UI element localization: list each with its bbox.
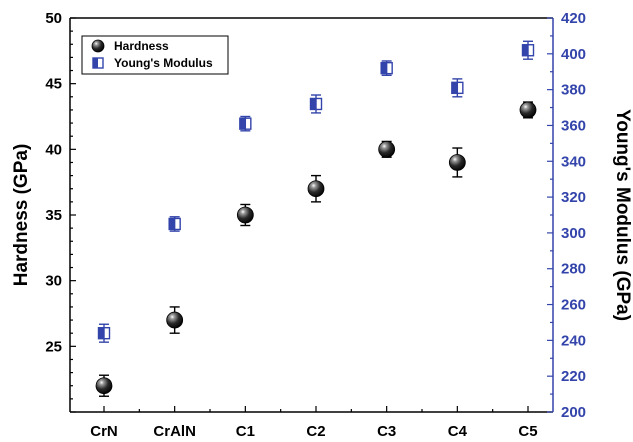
left-tick-label: 35 (45, 207, 62, 224)
legend-box (81, 35, 229, 75)
modulus-point (168, 217, 181, 231)
modulus-point (380, 61, 393, 75)
hardness-point (378, 140, 396, 158)
modulus-point (521, 44, 535, 57)
modulus-point (239, 117, 252, 130)
left-tick-label: 50 (45, 10, 62, 27)
x-tick-label: C5 (518, 423, 537, 440)
left-tick-label: 45 (45, 76, 62, 93)
right-tick-label: 300 (561, 225, 586, 242)
right-tick-label: 420 (561, 10, 586, 27)
x-tick-label: C1 (236, 423, 255, 440)
modulus-point (309, 97, 323, 111)
x-tick-label: C2 (306, 423, 325, 440)
left-axis-title: Hardness (GPa) (11, 144, 32, 287)
right-tick-label: 240 (561, 332, 586, 349)
right-tick-label: 340 (561, 153, 586, 170)
left-tick-label: 30 (45, 273, 62, 290)
right-tick-label: 360 (561, 117, 586, 134)
x-tick-label: CrAlN (153, 423, 196, 440)
legend-modulus-label: Young's Modulus (114, 56, 213, 70)
modulus-point (97, 327, 111, 340)
hardness-point (236, 206, 254, 224)
right-tick-label: 220 (561, 368, 586, 385)
x-tick-label: C4 (448, 423, 468, 440)
hardness-point (519, 101, 537, 119)
hardness-point (307, 180, 325, 198)
axes: 25 30 35 40 45 50 200 220 240 260 280 300 320 340 360 3… (11, 10, 633, 440)
right-tick-label: 400 (561, 46, 586, 63)
right-axis-title: Young's Modulus (GPa) (612, 109, 633, 321)
left-tick-label: 40 (45, 141, 62, 158)
hardness-point (448, 154, 466, 171)
right-tick-label: 280 (561, 261, 586, 278)
modulus-point (451, 81, 464, 95)
legend-hardness-label: Hardness (114, 39, 169, 53)
hardness-point (166, 311, 184, 329)
right-tick-label: 320 (561, 189, 586, 206)
x-tick-label: C3 (377, 423, 396, 440)
legend-hardness-marker (91, 39, 105, 53)
legend: Hardness Young's Modulus (81, 35, 229, 75)
legend-modulus-marker (92, 57, 104, 69)
left-tick-label: 25 (45, 338, 62, 355)
right-tick-label: 260 (561, 297, 586, 314)
plot-marks (95, 40, 537, 397)
right-tick-label: 200 (561, 404, 586, 421)
right-tick-label: 380 (561, 82, 586, 99)
x-tick-label: CrN (90, 423, 118, 440)
hardness-point (95, 377, 113, 395)
